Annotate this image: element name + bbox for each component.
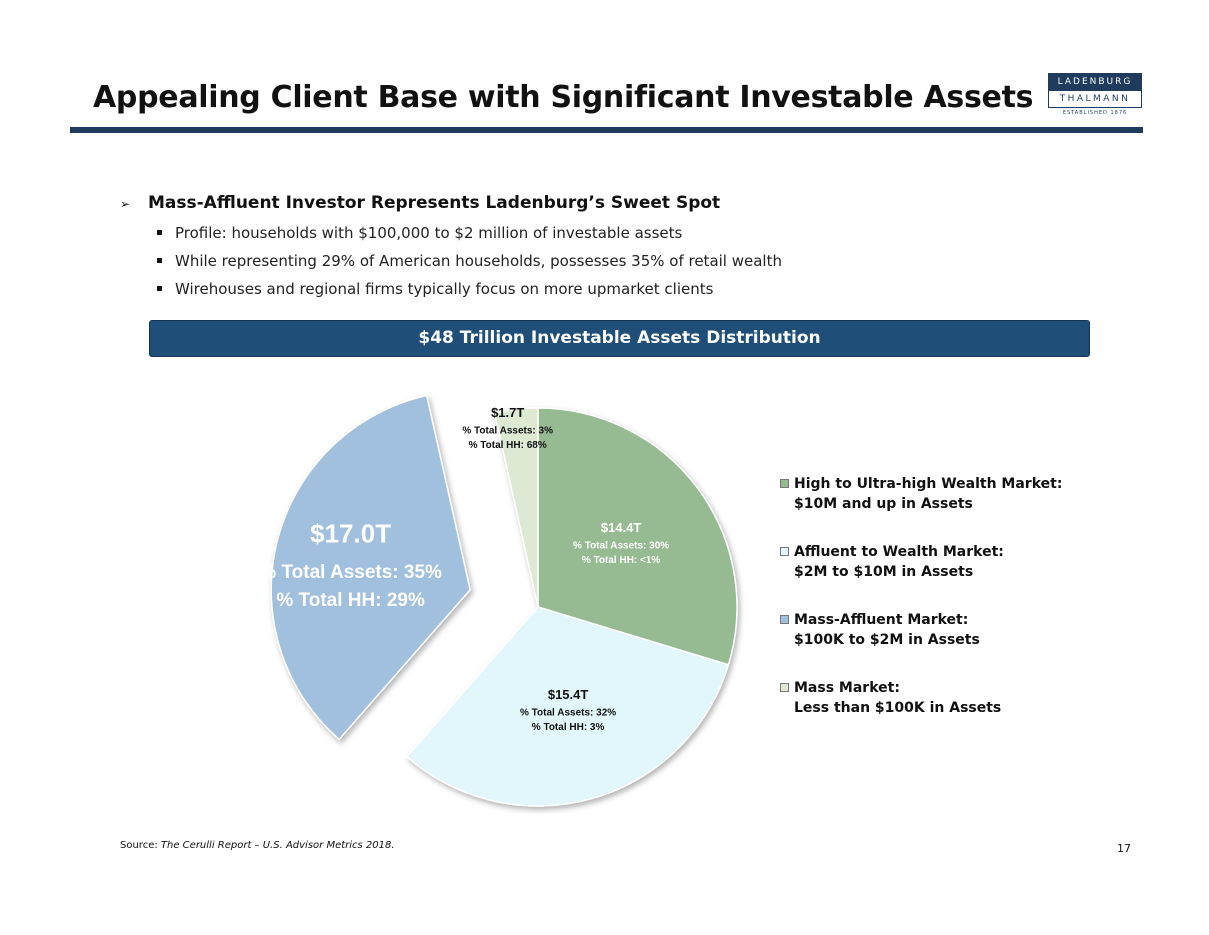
title-rule (70, 127, 1143, 133)
slice-1-value-label: $14.4T (601, 520, 642, 535)
legend-item-4: Mass Market: Less than $100K in Assets (780, 678, 1062, 746)
legend-sublabel: $2M to $10M in Assets (794, 564, 974, 580)
legend-item-3: Mass-Affluent Market: $100K to $2M in Ass… (780, 610, 1062, 678)
source-title: The Cerulli Report – U.S. Advisor Metric… (160, 840, 395, 851)
bullet-list: Profile: households with $100,000 to $2 … (155, 222, 782, 306)
logo-bottom-text: THALMANN (1059, 94, 1131, 104)
headline-text: Mass-Affluent Investor Represents Ladenb… (148, 193, 721, 213)
slice-2-value-label: $15.4T (548, 687, 589, 702)
chart-legend: High to Ultra-high Wealth Market: $10M an… (780, 474, 1062, 746)
company-logo: LADENBURG THALMANN (1048, 73, 1142, 108)
source-note: Source: The Cerulli Report – U.S. Adviso… (120, 840, 395, 851)
slice-4-hh-label: % Total HH: 68% (469, 440, 547, 451)
legend-label: Affluent to Wealth Market: (794, 544, 1004, 560)
pie-slice-2 (405, 606, 730, 807)
legend-sublabel: $10M and up in Assets (794, 496, 973, 512)
page-title: Appealing Client Base with Significant I… (93, 80, 1034, 115)
page-number: 17 (1117, 842, 1131, 855)
section-headline: ➢ Mass-Affluent Investor Represents Laden… (120, 193, 720, 213)
legend-swatch (780, 547, 789, 556)
slice-2-hh-label: % Total HH: 3% (532, 722, 605, 733)
legend-sublabel: Less than $100K in Assets (794, 700, 1002, 716)
logo-top-text: LADENBURG (1049, 74, 1141, 91)
slice-3-value-label: $17.0T (310, 519, 391, 549)
bullet-item: Wirehouses and regional firms typically … (155, 278, 782, 306)
legend-swatch (780, 683, 789, 692)
slice-3-assets-label: % Total Assets: 35% (259, 562, 442, 583)
legend-swatch (780, 479, 789, 488)
pie-slice-3 (270, 394, 471, 741)
slice-4-assets-label: % Total Assets: 3% (462, 425, 553, 436)
slice-1-assets-label: % Total Assets: 30% (573, 541, 669, 552)
legend-swatch (780, 615, 789, 624)
legend-sublabel: $100K to $2M in Assets (794, 632, 980, 648)
pie-slice-4 (493, 407, 539, 608)
source-prefix: Source: (120, 840, 161, 851)
pie-slice-1 (537, 407, 738, 666)
legend-item-1: High to Ultra-high Wealth Market: $10M an… (780, 474, 1062, 542)
bullet-item: Profile: households with $100,000 to $2 … (155, 222, 782, 250)
slice-2-assets-label: % Total Assets: 32% (520, 707, 616, 718)
arrow-bullet-icon: ➢ (120, 197, 131, 211)
slice-1-hh-label: % Total HH: <1% (582, 555, 661, 566)
slice-3-hh-label: % Total HH: 29% (276, 590, 425, 611)
legend-label: Mass Market: (794, 680, 900, 696)
slice-4-value-label: $1.7T (491, 405, 524, 420)
legend-item-2: Affluent to Wealth Market: $2M to $10M in… (780, 542, 1062, 610)
legend-label: High to Ultra-high Wealth Market: (794, 476, 1063, 492)
logo-established: ESTABLISHED 1876 (1062, 110, 1128, 116)
chart-title-banner: $48 Trillion Investable Assets Distribut… (149, 320, 1090, 357)
legend-label: Mass-Affluent Market: (794, 612, 969, 628)
bullet-item: While representing 29% of American house… (155, 250, 782, 278)
